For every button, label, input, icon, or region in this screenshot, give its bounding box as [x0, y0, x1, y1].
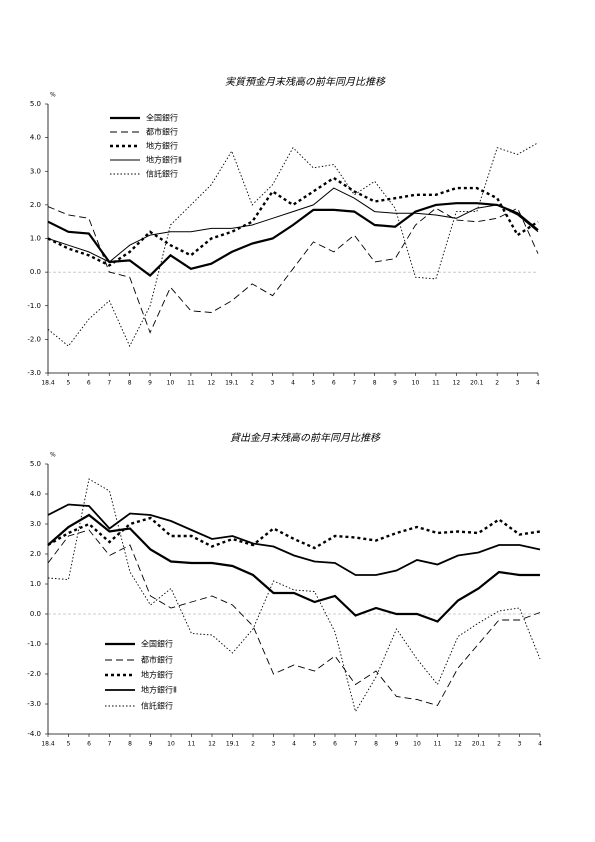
series-line: [47, 206, 539, 334]
series-line: [47, 202, 539, 277]
legend-label: 地方銀行: [146, 141, 178, 151]
y-tick-label: 0.0: [30, 610, 41, 618]
x-tick-label: 2: [497, 741, 501, 748]
x-tick-label: 6: [87, 741, 91, 748]
x-tick-label: 9: [393, 380, 397, 387]
series-line: [47, 142, 539, 348]
y-tick-label: -3.0: [27, 700, 41, 708]
x-tick-label: 11: [187, 380, 195, 387]
x-tick-label: 11: [434, 741, 442, 748]
y-tick-label: 3.0: [30, 520, 41, 528]
series-line: [47, 513, 540, 623]
x-tick-label: 10: [413, 741, 421, 748]
x-tick-label: 9: [395, 741, 399, 748]
y-tick-label: -1.0: [27, 302, 41, 310]
y-tick-label: 1.0: [30, 580, 41, 588]
legend-label: 信託銀行: [146, 169, 178, 179]
legend-label: 地方銀行Ⅱ: [146, 155, 182, 165]
y-tick-label: 2.0: [30, 201, 41, 209]
series-line: [47, 503, 541, 576]
legend-label: 地方銀行: [141, 670, 173, 680]
chart-title: 貸出金月末残高の前年同月比推移: [230, 432, 381, 444]
x-tick-label: 20.1: [472, 741, 486, 748]
x-tick-label: 2: [251, 741, 255, 748]
y-tick-label: 4.0: [30, 134, 41, 142]
x-tick-label: 7: [354, 741, 358, 748]
x-tick-label: 8: [128, 380, 132, 387]
x-tick-label: 3: [516, 380, 520, 387]
series-line: [47, 529, 541, 707]
y-tick-label: 0.0: [30, 268, 41, 276]
y-tick-label: -1.0: [27, 640, 41, 648]
x-tick-label: 3: [272, 741, 276, 748]
y-tick-label: -4.0: [27, 730, 41, 738]
x-tick-label: 10: [167, 741, 175, 748]
legend-label: 全国銀行: [141, 639, 173, 649]
x-tick-label: 12: [453, 380, 461, 387]
y-tick-label: 5.0: [30, 100, 41, 108]
x-tick-label: 12: [208, 741, 216, 748]
x-tick-label: 6: [333, 741, 337, 748]
y-tick-label: 2.0: [30, 550, 41, 558]
x-tick-label: 10: [412, 380, 420, 387]
x-tick-label: 18.4: [41, 741, 55, 748]
series-line: [47, 187, 539, 263]
y-tick-label: 5.0: [30, 460, 41, 468]
series-line: [47, 516, 541, 550]
legend-label: 都市銀行: [146, 127, 178, 137]
x-tick-label: 5: [313, 741, 317, 748]
x-tick-label: 4: [291, 380, 295, 387]
x-tick-label: 6: [87, 380, 91, 387]
y-tick-label: -2.0: [27, 335, 41, 343]
y-tick-label: 1.0: [30, 235, 41, 243]
series-line: [47, 176, 539, 267]
x-tick-label: 11: [432, 380, 440, 387]
x-tick-label: 3: [518, 741, 522, 748]
y-tick-label: 3.0: [30, 167, 41, 175]
x-tick-label: 19.1: [225, 380, 239, 387]
x-tick-label: 4: [538, 741, 542, 748]
x-tick-label: 7: [352, 380, 356, 387]
x-tick-label: 5: [67, 741, 71, 748]
x-tick-label: 6: [332, 380, 336, 387]
chart-title: 実質預金月末残高の前年同月比推移: [225, 76, 386, 88]
x-tick-label: 4: [292, 741, 296, 748]
unit-label: %: [50, 452, 56, 459]
x-tick-label: 5: [312, 380, 316, 387]
x-tick-label: 19.1: [226, 741, 240, 748]
x-tick-label: 20.1: [470, 380, 484, 387]
x-tick-label: 5: [67, 380, 71, 387]
x-tick-label: 7: [107, 380, 111, 387]
x-tick-label: 2: [250, 380, 254, 387]
x-tick-label: 3: [271, 380, 275, 387]
x-tick-label: 12: [208, 380, 216, 387]
y-tick-label: 4.0: [30, 490, 41, 498]
legend-label: 地方銀行Ⅱ: [141, 685, 177, 695]
x-tick-label: 18.4: [41, 380, 55, 387]
x-tick-label: 8: [128, 741, 132, 748]
x-tick-label: 9: [149, 741, 153, 748]
x-tick-label: 9: [148, 380, 152, 387]
x-tick-label: 12: [454, 741, 462, 748]
x-tick-label: 10: [167, 380, 175, 387]
x-tick-label: 2: [495, 380, 499, 387]
legend-label: 全国銀行: [146, 113, 178, 123]
legend-label: 信託銀行: [141, 701, 173, 711]
x-tick-label: 11: [188, 741, 196, 748]
x-tick-label: 4: [536, 380, 540, 387]
unit-label: %: [50, 92, 56, 99]
x-tick-label: 7: [108, 741, 112, 748]
y-tick-label: -3.0: [27, 369, 41, 377]
x-tick-label: 8: [373, 380, 377, 387]
legend-label: 都市銀行: [141, 655, 173, 665]
x-tick-label: 8: [374, 741, 378, 748]
y-tick-label: -2.0: [27, 670, 41, 678]
